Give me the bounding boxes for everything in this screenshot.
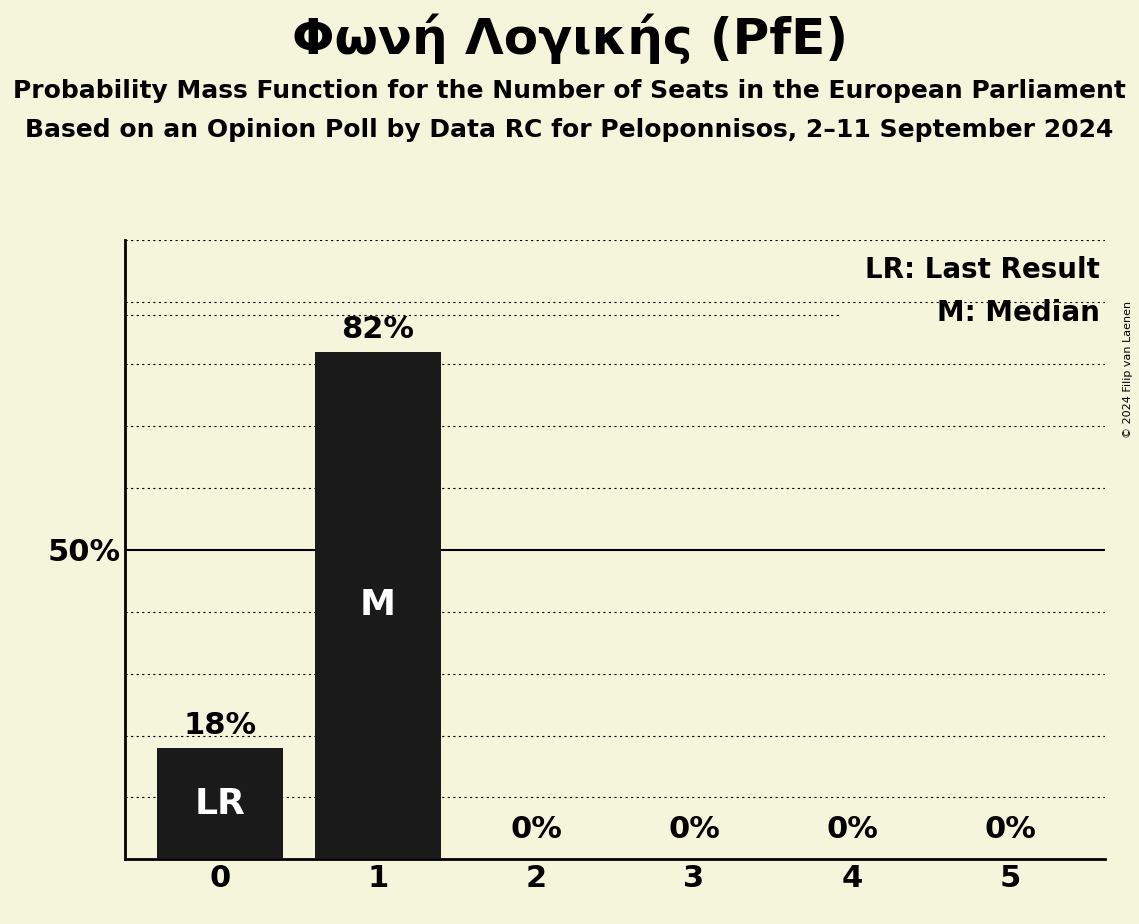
Bar: [157, 748, 284, 859]
Text: Φωνή Λογικής (PfE): Φωνή Λογικής (PfE): [292, 14, 847, 65]
Text: 18%: 18%: [183, 711, 256, 740]
Text: © 2024 Filip van Laenen: © 2024 Filip van Laenen: [1123, 301, 1133, 438]
Bar: [314, 352, 441, 859]
Text: M: M: [360, 589, 396, 623]
Text: 82%: 82%: [342, 315, 415, 345]
Text: Probability Mass Function for the Number of Seats in the European Parliament: Probability Mass Function for the Number…: [13, 79, 1126, 103]
Text: LR: Last Result: LR: Last Result: [865, 256, 1100, 284]
Text: M: Median: M: Median: [937, 299, 1100, 327]
Text: Based on an Opinion Poll by Data RC for Peloponnisos, 2–11 September 2024: Based on an Opinion Poll by Data RC for …: [25, 118, 1114, 142]
Text: 0%: 0%: [669, 815, 720, 844]
Text: 0%: 0%: [984, 815, 1036, 844]
Text: LR: LR: [195, 786, 246, 821]
Text: 0%: 0%: [510, 815, 562, 844]
Text: 0%: 0%: [826, 815, 878, 844]
